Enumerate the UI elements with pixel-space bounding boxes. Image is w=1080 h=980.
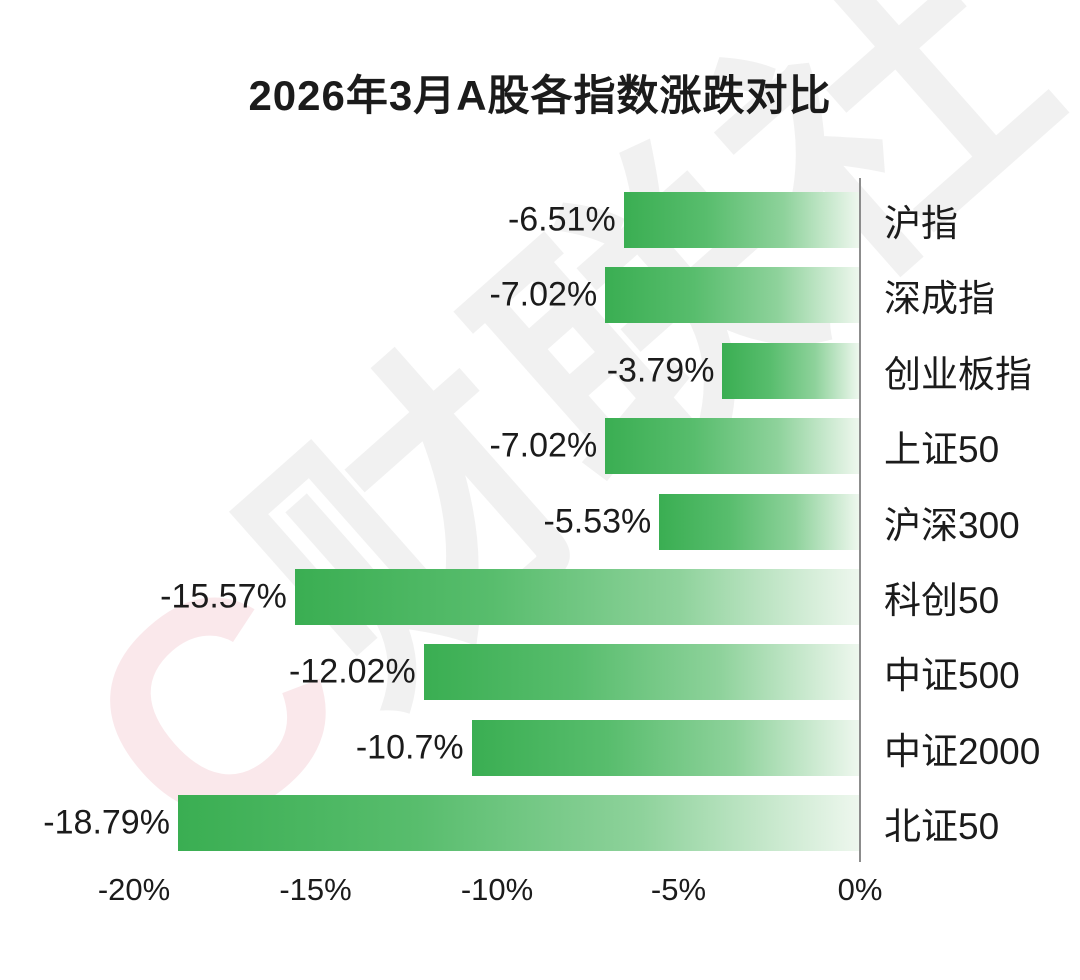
bar-value-label: -15.57% bbox=[160, 577, 287, 616]
x-tick-label: -10% bbox=[460, 872, 534, 907]
x-tick-label: -5% bbox=[650, 872, 707, 907]
bar bbox=[471, 719, 859, 776]
x-tick-label: -15% bbox=[279, 872, 352, 907]
chart-title: 2026年3月A股各指数涨跌对比 bbox=[248, 72, 832, 119]
category-label: 中证500 bbox=[884, 655, 1020, 697]
category-label: 中证2000 bbox=[884, 730, 1041, 772]
bar bbox=[177, 795, 859, 852]
bar bbox=[605, 418, 859, 475]
bar bbox=[605, 267, 859, 324]
bar-row: -10.7% 中证2000 bbox=[0, 719, 1080, 776]
bar-value-label: -18.79% bbox=[43, 803, 170, 842]
bar-row: -7.02% 上证50 bbox=[0, 418, 1080, 475]
bar-row: -15.57% 科创50 bbox=[0, 569, 1080, 625]
bar bbox=[423, 644, 859, 701]
bar-row: -12.02% 中证500 bbox=[0, 644, 1080, 701]
bar bbox=[722, 342, 859, 399]
bar bbox=[623, 192, 859, 248]
bar-row: -6.51% 沪指 bbox=[0, 192, 1080, 248]
category-label: 沪深300 bbox=[884, 504, 1020, 546]
category-label: 科创50 bbox=[884, 580, 1000, 621]
category-label: 上证50 bbox=[884, 429, 1000, 471]
bar-value-label: -12.02% bbox=[289, 652, 416, 691]
bar-value-label: -7.02% bbox=[489, 275, 598, 314]
bar bbox=[659, 493, 859, 550]
bar-row: -5.53% 沪深300 bbox=[0, 493, 1080, 550]
category-label: 深成指 bbox=[884, 278, 995, 320]
bar-value-label: -6.51% bbox=[507, 200, 616, 239]
bar-row: -7.02% 深成指 bbox=[0, 267, 1080, 324]
zero-axis-line bbox=[859, 178, 861, 862]
bar-value-label: -10.7% bbox=[355, 728, 464, 767]
bar bbox=[294, 569, 859, 625]
category-label: 沪指 bbox=[884, 203, 958, 244]
bar-value-label: -7.02% bbox=[489, 426, 598, 465]
bar-value-label: -3.79% bbox=[606, 351, 715, 390]
x-tick-label: -20% bbox=[97, 872, 171, 907]
bar-value-label: -5.53% bbox=[543, 502, 652, 541]
bar-row: -18.79% 北证50 bbox=[0, 795, 1080, 852]
bar-row: -3.79% 创业板指 bbox=[0, 342, 1080, 399]
x-tick-label: 0% bbox=[837, 872, 883, 907]
category-label: 创业板指 bbox=[884, 353, 1032, 395]
category-label: 北证50 bbox=[884, 806, 1000, 848]
